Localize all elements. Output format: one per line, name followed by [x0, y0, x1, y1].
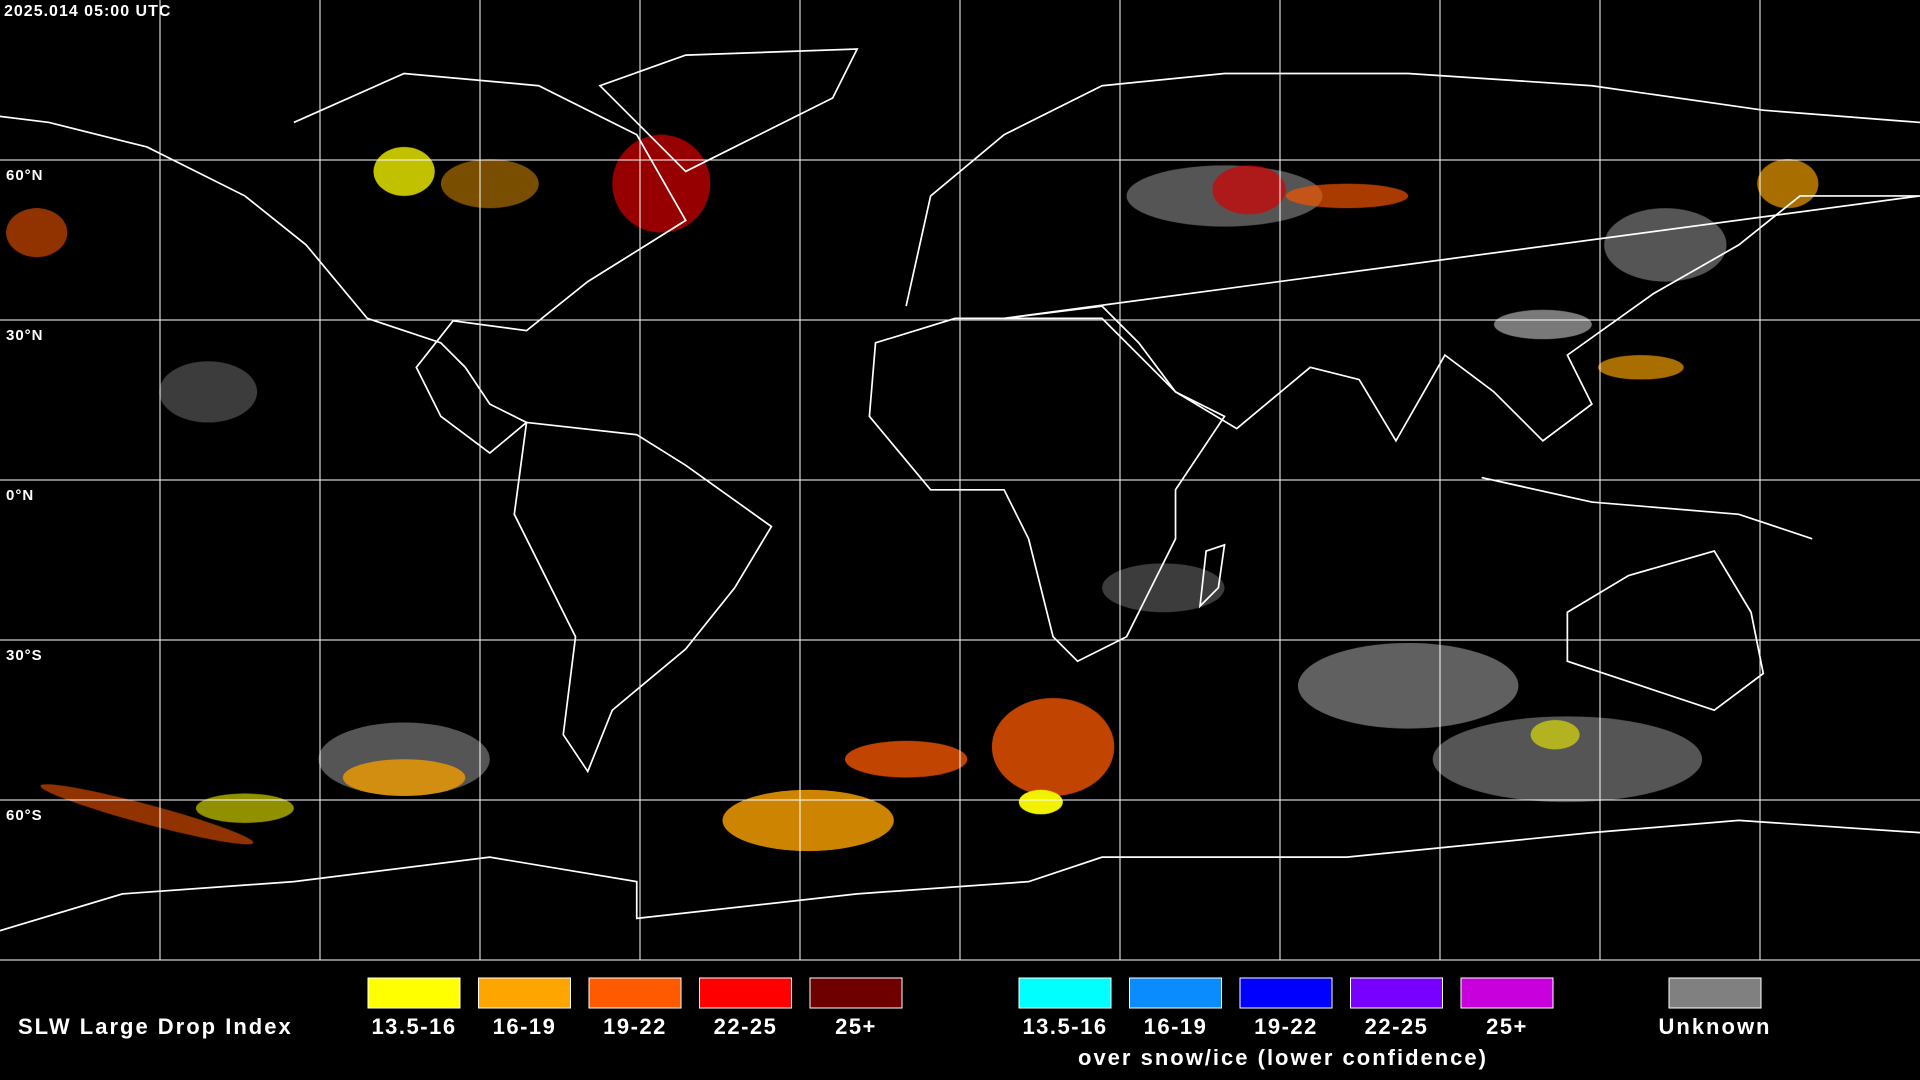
legend-label: 25+ [835, 1014, 877, 1039]
legend-label: 13.5-16 [371, 1014, 456, 1039]
legend-swatch [1018, 977, 1112, 1009]
latitude-label: 30°S [6, 647, 43, 664]
legend-label: Unknown [1659, 1014, 1772, 1039]
latitude-label: 60°N [6, 167, 44, 184]
legend: 13.5-16 16-19 19-22 22-25 25+ 13.5-16 16-19 19-… [367, 977, 1772, 1070]
legend-swatch [367, 977, 461, 1009]
legend-label: 19-22 [603, 1014, 667, 1039]
legend-swatch [478, 977, 571, 1009]
legend-swatch [1239, 977, 1333, 1009]
latitude-label: 60°S [6, 807, 43, 824]
legend-label: 25+ [1486, 1014, 1528, 1039]
legend-title: SLW Large Drop Index [18, 1014, 293, 1039]
map-layer [0, 48, 1920, 932]
timestamp: 2025.014 05:00 UTC [4, 3, 171, 20]
coastlines [0, 48, 1920, 932]
legend-swatch [699, 977, 792, 1009]
legend-label: 22-25 [1365, 1014, 1429, 1039]
legend-background [0, 960, 1920, 1080]
latitude-label: 30°N [6, 327, 44, 344]
graticule: 60°N 30°N 0°N 30°S 60°S [0, 0, 1920, 960]
legend-swatch [1460, 977, 1554, 1009]
legend-label: 22-25 [714, 1014, 778, 1039]
latitude-label: 0°N [6, 487, 34, 504]
legend-label: 16-19 [493, 1014, 557, 1039]
legend-label: 13.5-16 [1022, 1014, 1107, 1039]
cloud-fields [6, 134, 1819, 852]
legend-label: 16-19 [1144, 1014, 1208, 1039]
legend-swatch [809, 977, 903, 1009]
legend-swatch [1350, 977, 1443, 1009]
legend-label: 19-22 [1254, 1014, 1318, 1039]
legend-swatch [588, 977, 682, 1009]
legend-caption: over snow/ice (lower confidence) [1078, 1045, 1488, 1070]
legend-swatch [1668, 977, 1762, 1009]
legend-swatch [1129, 977, 1222, 1009]
